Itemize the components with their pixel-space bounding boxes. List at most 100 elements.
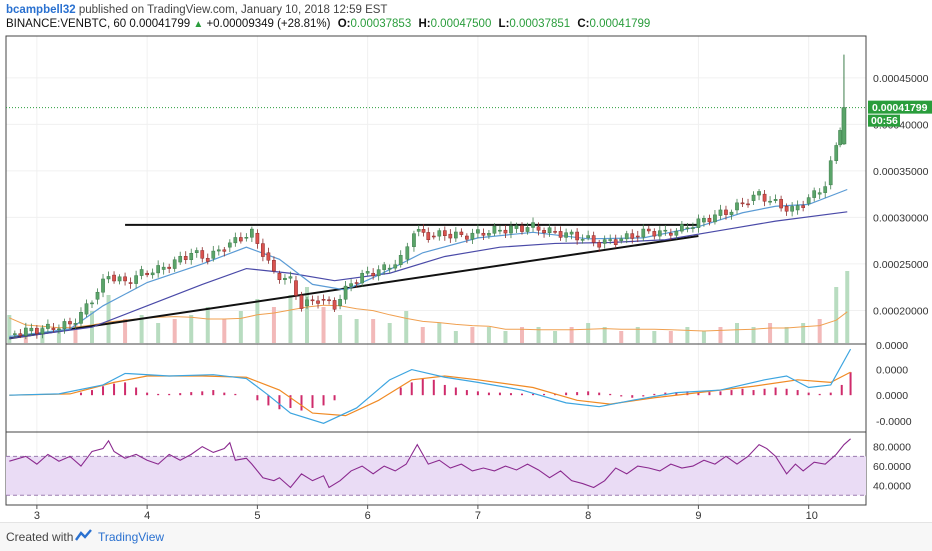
candle-body (405, 246, 410, 260)
candle-body (437, 230, 442, 237)
volume-bar (156, 323, 161, 343)
candle-body (768, 200, 772, 203)
countdown-label: 00:56 (871, 115, 898, 127)
candle-body (277, 272, 282, 280)
candle-body (310, 299, 315, 302)
candle-body (784, 205, 789, 212)
candle-body (624, 233, 629, 240)
publish-text: published on TradingView.com, January 10… (78, 4, 388, 16)
candle-body (757, 191, 761, 196)
candle-body (117, 276, 122, 282)
candle-body (608, 239, 613, 241)
candle-body (547, 227, 552, 234)
candle-body (514, 225, 519, 229)
chart-frame (5, 35, 867, 506)
volume-bar (536, 327, 541, 343)
candle-body (724, 209, 728, 215)
candle-body (453, 231, 458, 239)
tradingview-brand[interactable]: TradingView (98, 530, 165, 544)
volume-bar (845, 271, 850, 343)
candle-body (602, 239, 607, 244)
candle-body (762, 193, 767, 202)
candle-body (487, 233, 491, 236)
candle-body (641, 228, 646, 238)
candle-body (431, 235, 436, 238)
candle-body (178, 256, 183, 263)
candles (12, 54, 847, 340)
candle-body (73, 323, 78, 325)
candle-body (575, 231, 579, 241)
time-tick-label: 6 (365, 510, 371, 522)
price-axis[interactable]: 0.000450000.000400000.000350000.00030000… (868, 73, 932, 493)
candle-body (305, 299, 309, 307)
author-link[interactable]: bcampbell32 (6, 4, 76, 16)
last-price-label: 0.00041799 (872, 102, 928, 114)
candle-body (498, 229, 502, 232)
chart-canvas[interactable]: 0.000450000.000400000.000350000.00030000… (0, 0, 932, 522)
grid (6, 36, 866, 505)
candle-body (503, 229, 508, 234)
candle-body (591, 235, 596, 243)
volume-bar (437, 323, 442, 343)
volume-bar (735, 323, 739, 343)
volume-bar (238, 311, 243, 343)
symbol-label[interactable]: BINANCE:VENBTC, 60 (6, 18, 127, 30)
candle-body (387, 267, 392, 270)
volume-bar (354, 319, 359, 343)
volume-bar (817, 319, 822, 343)
volume-bar (271, 307, 276, 343)
time-tick-label: 4 (144, 510, 150, 522)
candle-body (84, 303, 89, 315)
candle-body (823, 186, 828, 193)
time-tick-label: 10 (806, 510, 818, 522)
candle-body (646, 228, 651, 232)
candle-body (841, 107, 847, 145)
candle-body (134, 275, 138, 284)
macd-pane (9, 348, 852, 424)
candle-body (327, 299, 331, 302)
candle-body (812, 190, 817, 198)
candle-body (393, 264, 398, 269)
rsi-tick-label: 40.0000 (873, 481, 911, 493)
volume-bar (205, 307, 210, 343)
candle-body (112, 274, 116, 282)
candle-body (668, 232, 673, 236)
time-tick-label: 7 (475, 510, 481, 522)
candle-body (525, 227, 530, 232)
volume-bar (553, 331, 558, 343)
candle-body (558, 231, 563, 238)
candle-body (801, 205, 806, 208)
tradingview-logo-icon (75, 529, 92, 541)
candle-body (288, 276, 293, 279)
candle-body (200, 250, 205, 259)
candle-body (416, 229, 421, 232)
candle-body (536, 226, 541, 231)
volume-bar (123, 319, 128, 343)
candle-body (250, 228, 254, 238)
volume-bar (387, 323, 392, 343)
candle-body (79, 311, 83, 324)
volume-bar (486, 327, 491, 343)
time-axis[interactable]: 3 4 5 6 7 8 9 10 (34, 505, 818, 522)
candle-body (227, 242, 232, 248)
macd-line (9, 348, 852, 424)
candle-body (553, 231, 557, 233)
volume-bar (338, 315, 343, 343)
candle-body (365, 271, 370, 274)
candle-body (735, 202, 739, 211)
candle-body (834, 145, 839, 161)
created-with-text: Created with (6, 530, 74, 544)
volume-bar (288, 295, 293, 343)
candle-body (360, 272, 364, 284)
candle-body (23, 327, 28, 336)
chart-header: bcampbell32 published on TradingView.com… (0, 0, 932, 34)
ma-slow-line (9, 211, 848, 339)
candle-body (68, 321, 72, 325)
candle-body (12, 333, 17, 335)
candle-body (426, 232, 431, 241)
volume-bar (189, 315, 194, 343)
volume-bar (420, 327, 425, 343)
time-tick-label: 5 (254, 510, 260, 522)
candle-body (751, 194, 756, 201)
candle-body (707, 218, 712, 223)
